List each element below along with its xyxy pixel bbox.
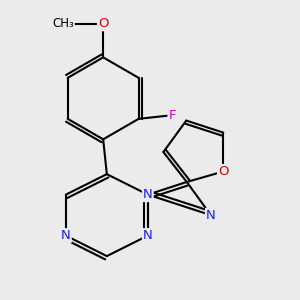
Text: F: F xyxy=(169,109,176,122)
Text: N: N xyxy=(206,208,216,222)
Text: N: N xyxy=(143,229,153,242)
Text: O: O xyxy=(98,17,108,30)
Text: CH₃: CH₃ xyxy=(52,17,74,30)
Text: N: N xyxy=(61,229,71,242)
Text: O: O xyxy=(218,165,229,178)
Text: N: N xyxy=(143,188,153,201)
